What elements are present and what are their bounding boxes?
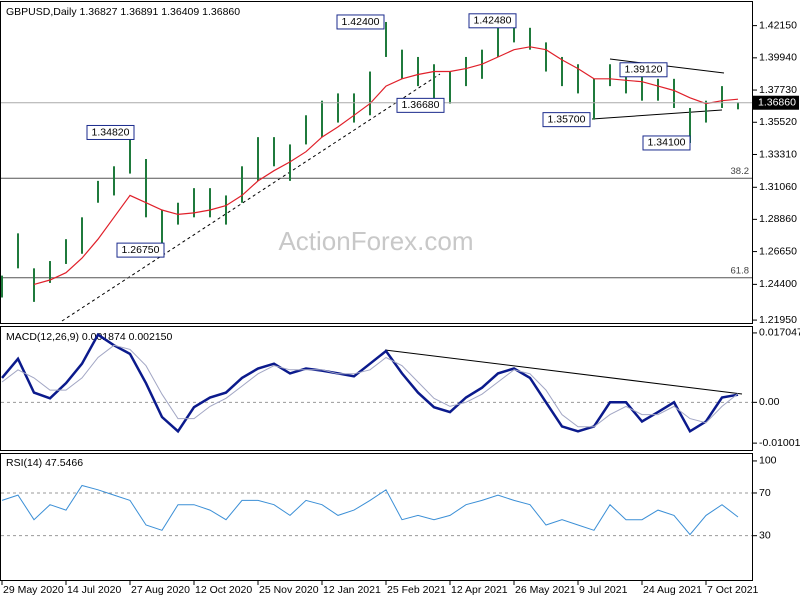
y-tick-label: 1.35520 [759,116,797,128]
x-tick-label: 9 Jul 2021 [579,584,628,596]
annotation-box [642,135,691,151]
annotation-label: 1.34100 [648,137,686,149]
price-panel-frame [0,1,753,324]
annotation-box [116,242,165,258]
x-tick-label: 27 Aug 2020 [131,584,190,596]
annotation-box [619,62,668,78]
x-tick-label: 12 Oct 2020 [195,584,252,596]
y-tick-label: 1.26650 [759,245,797,257]
fib-label: 61.8 [731,265,750,276]
macd-trendline [384,349,743,395]
y-tick-label: 1.42150 [759,19,797,31]
y-tick-label: 0.017047 [759,327,800,339]
series-line [1,344,739,428]
annotation-label: 1.34820 [92,126,130,138]
y-tick-label: 1.28860 [759,213,797,225]
x-tick-label: 14 Jul 2020 [67,584,121,596]
x-tick-label: 12 Apr 2021 [451,584,508,596]
x-tick-label: 12 Jan 2021 [323,584,381,596]
annotation-label: 1.39120 [625,64,663,76]
series-line [1,332,739,434]
watermark: ActionForex.com [278,226,473,256]
y-tick-label: 1.37730 [759,84,797,96]
annotation-label: 1.35700 [548,113,586,125]
y-tick-label: 30 [759,529,771,541]
triangle-lower-line [591,109,723,120]
rsi-header: RSI(14) 47.5466 [6,457,83,469]
y-tick-label: 70 [759,487,771,499]
x-tick-label: 25 Nov 2020 [259,584,319,596]
annotation-label: 1.42480 [474,15,512,27]
y-tick-label: 1.31060 [759,181,797,193]
x-tick-label: 24 Aug 2021 [643,584,702,596]
macd-header: MACD(12,26,9) 0.001874 0.002150 [6,331,173,343]
y-tick-label: -0.010013 [759,437,800,449]
y-tick-label: 1.21950 [759,314,797,326]
x-tick-label: 7 Oct 2021 [707,584,759,596]
y-tick-label: 1.33310 [759,148,797,160]
y-tick-label: 100 [759,455,777,467]
x-tick-label: 25 Feb 2021 [387,584,446,596]
y-tick-label: 0.00 [759,396,780,408]
annotation-box [86,124,135,140]
fib-label: 38.2 [731,166,750,177]
current-price-tag [753,95,799,110]
annotation-box [468,13,517,29]
annotation-box [336,14,385,30]
x-tick-label: 29 May 2020 [3,584,64,596]
annotation-box [396,97,445,113]
rsi-panel-frame [0,453,753,581]
annotation-label: 1.36680 [402,99,440,111]
x-tick-label: 26 May 2021 [515,584,576,596]
y-tick-label: 1.39940 [759,52,797,64]
annotation-label: 1.42400 [342,16,380,28]
annotation-box [542,112,591,128]
y-tick-label: 1.24400 [759,278,797,290]
macd-panel-frame [0,326,753,451]
annotation-label: 1.26750 [122,244,160,256]
price-header: GBPUSD,Daily 1.36827 1.36891 1.36409 1.3… [6,6,240,18]
current-price-label: 1.36860 [758,97,796,109]
series-line [1,484,739,536]
series-line [33,46,739,285]
